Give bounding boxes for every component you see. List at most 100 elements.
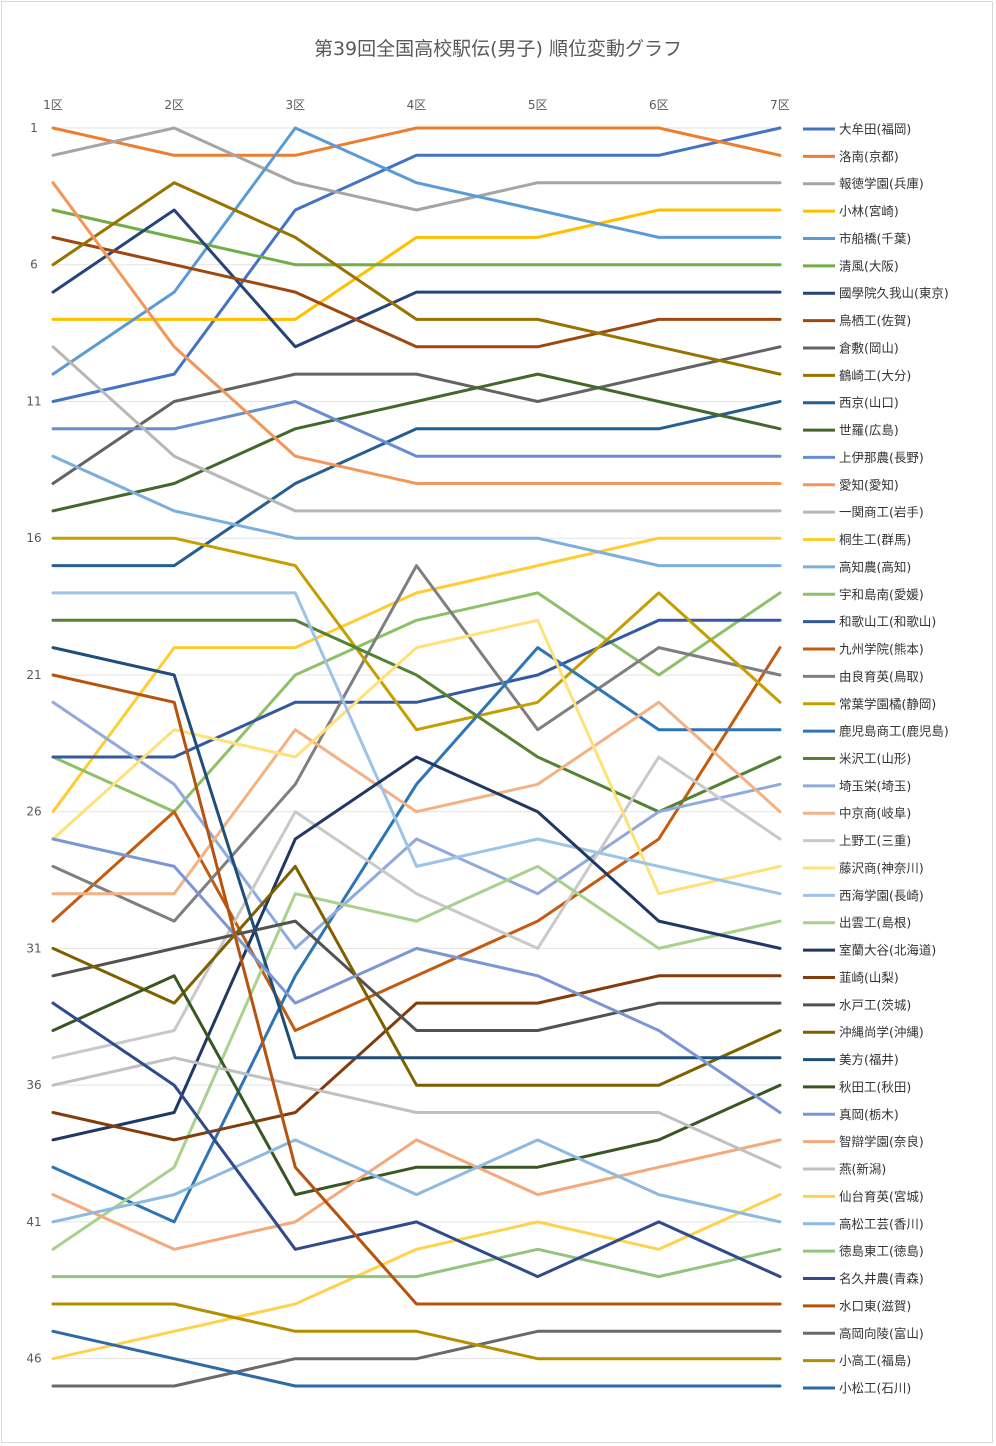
legend-item: 水戸工(茨城)	[803, 997, 911, 1012]
legend-label: 九州学院(熊本)	[839, 642, 924, 657]
legend-item: 燕(新潟)	[803, 1162, 886, 1177]
x-tick-label: 7区	[770, 98, 790, 112]
x-tick-label: 3区	[286, 98, 306, 112]
legend-item: 和歌山工(和歌山)	[803, 614, 936, 629]
legend-item: 高岡向陵(富山)	[803, 1326, 924, 1341]
series-line-42	[51, 1247, 782, 1279]
series-line-46	[51, 1302, 782, 1361]
series-line-32	[51, 974, 782, 1142]
legend-label: 倉敷(岡山)	[839, 340, 899, 355]
legend-item: 由良育英(鳥取)	[803, 669, 924, 684]
legend-label: 報徳学園(兵庫)	[839, 176, 924, 191]
series-line-9	[51, 345, 782, 485]
legend-item: 美方(福井)	[803, 1052, 899, 1067]
y-tick-label: 41	[26, 1215, 41, 1229]
series-line-39	[51, 1056, 782, 1169]
series-line-33	[51, 919, 782, 1032]
x-tick-label: 6区	[649, 98, 669, 112]
legend-label: 鳥栖工(佐賀)	[839, 313, 911, 328]
legend-label: 沖縄尚学(沖縄)	[839, 1025, 924, 1040]
legend-label: 大牟田(福岡)	[839, 122, 911, 137]
series-line-14	[51, 181, 782, 485]
legend-label: 高松工芸(香川)	[839, 1216, 924, 1231]
series-line-4	[51, 208, 782, 321]
series-line-44	[51, 673, 782, 1306]
legend-label: 清風(大阪)	[839, 258, 899, 273]
legend-item: 埼玉栄(埼玉)	[803, 778, 911, 793]
series-line-10	[51, 181, 782, 376]
series-line-1	[51, 126, 782, 403]
legend-label: 燕(新潟)	[839, 1162, 886, 1177]
legend-item: 鶴崎工(大分)	[803, 368, 911, 383]
series-line-28	[51, 618, 782, 896]
legend-label: 由良育英(鳥取)	[839, 669, 924, 684]
legend-label: 美方(福井)	[839, 1052, 899, 1067]
x-tick-label: 5区	[528, 98, 548, 112]
series-line-37	[51, 837, 782, 1114]
legend-label: 市船橋(千葉)	[839, 231, 911, 246]
legend-item: 上野工(三重)	[803, 833, 911, 848]
legend-label: 愛知(愛知)	[839, 477, 899, 492]
legend-label: 上伊那農(長野)	[839, 450, 924, 465]
legend-item: 仙台育英(宮城)	[803, 1189, 924, 1204]
legend-label: 和歌山工(和歌山)	[839, 614, 936, 629]
legend-item: 米沢工(山形)	[803, 751, 911, 766]
series-line-41	[51, 1138, 782, 1224]
legend-label: 徳島東工(徳島)	[839, 1244, 924, 1259]
series-line-26	[51, 700, 782, 896]
series-line-38	[51, 1138, 782, 1251]
series-line-34	[51, 864, 782, 1087]
legend-label: 真岡(栃木)	[839, 1107, 899, 1122]
series-line-3	[51, 126, 782, 212]
legend-label: 水戸工(茨城)	[839, 997, 911, 1012]
legend-item: 鳥栖工(佐賀)	[803, 313, 911, 328]
legend-label: 鶴崎工(大分)	[839, 368, 911, 383]
y-tick-label: 11	[26, 394, 41, 408]
legend-item: 愛知(愛知)	[803, 477, 899, 492]
legend: 大牟田(福岡) 洛南(京都) 報徳学園(兵庫) 小林(宮崎) 市船橋(千葉) 清風(大阪)…	[803, 122, 949, 1396]
series-line-23	[51, 646, 782, 1224]
legend-item: 藤沢商(神奈川)	[803, 860, 924, 875]
x-tick-label: 4区	[407, 98, 427, 112]
series-line-30	[51, 864, 782, 1251]
series-line-15	[51, 345, 782, 513]
legend-item: 智辯学園(奈良)	[803, 1134, 924, 1149]
series-line-40	[51, 1193, 782, 1361]
legend-item: 室蘭大谷(北海道)	[803, 943, 936, 958]
legend-label: 常葉学園橘(静岡)	[839, 696, 936, 711]
legend-label: 米沢工(山形)	[839, 751, 911, 766]
y-tick-label: 31	[26, 941, 41, 955]
series-line-20	[51, 646, 782, 1032]
legend-item: 水口東(滋賀)	[803, 1298, 911, 1313]
legend-label: 鹿児島商工(鹿児島)	[839, 724, 949, 739]
series-line-21	[51, 564, 782, 923]
legend-label: 高岡向陵(富山)	[839, 1326, 924, 1341]
series-line-22	[51, 536, 782, 732]
series-line-27	[51, 755, 782, 1060]
series-line-47	[51, 1329, 782, 1388]
legend-item: 市船橋(千葉)	[803, 231, 911, 246]
series-line-45	[51, 1329, 782, 1388]
legend-item: 小林(宮崎)	[803, 204, 899, 219]
series-line-13	[51, 400, 782, 458]
series-line-16	[51, 536, 782, 814]
legend-item: 上伊那農(長野)	[803, 450, 924, 465]
series-line-25	[51, 700, 782, 950]
legend-label: 秋田工(秋田)	[839, 1079, 911, 1094]
series-line-2	[51, 126, 782, 157]
series-line-43	[51, 1001, 782, 1279]
y-tick-label: 46	[26, 1352, 41, 1366]
y-tick-label: 16	[26, 531, 41, 545]
legend-item: 真岡(栃木)	[803, 1107, 899, 1122]
series-line-11	[51, 400, 782, 568]
legend-item: 九州学院(熊本)	[803, 642, 924, 657]
legend-item: 清風(大阪)	[803, 258, 899, 273]
legend-label: 韮崎(山梨)	[839, 970, 899, 985]
legend-item: 小松工(石川)	[803, 1381, 911, 1396]
legend-item: 國學院久我山(東京)	[803, 286, 949, 301]
series-line-35	[51, 646, 782, 1060]
x-tick-label: 2区	[164, 98, 184, 112]
